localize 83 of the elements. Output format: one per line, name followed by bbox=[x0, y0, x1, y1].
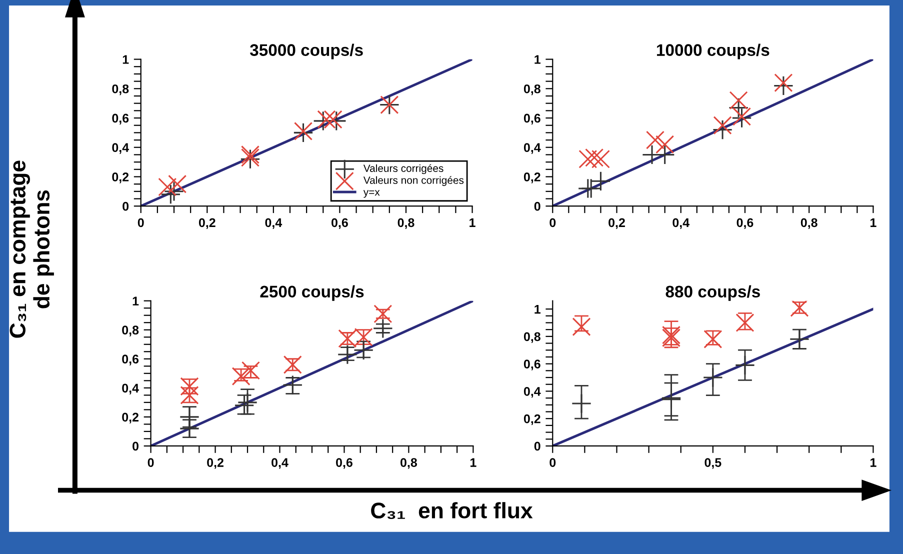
point bbox=[585, 148, 604, 167]
point bbox=[713, 116, 732, 135]
point bbox=[774, 73, 793, 92]
point bbox=[656, 135, 674, 154]
x-tick-label: 1 bbox=[870, 458, 876, 467]
legend-label: y=x bbox=[363, 190, 380, 198]
y-tick-label: 0,8 bbox=[112, 84, 129, 96]
point bbox=[646, 130, 664, 150]
y-tick-label: 0,4 bbox=[524, 143, 541, 154]
y-tick-label: 0,8 bbox=[524, 84, 540, 96]
point bbox=[164, 181, 184, 202]
x-tick-label: 0 bbox=[550, 458, 556, 467]
y-tick-label: 0,6 bbox=[524, 114, 540, 124]
x-tick-label: 0,4 bbox=[265, 218, 282, 229]
x-tick-label: 0,8 bbox=[400, 458, 418, 469]
y-tick-label: 0,2 bbox=[524, 172, 540, 184]
point bbox=[773, 76, 794, 96]
point bbox=[374, 304, 392, 324]
y-tick-label: 0,8 bbox=[122, 326, 139, 336]
x-tick-label: 0,4 bbox=[672, 218, 690, 229]
chart-title: 10000 coups/s bbox=[656, 44, 770, 60]
point bbox=[160, 184, 181, 204]
point bbox=[712, 120, 733, 140]
x-tick-label: 0,8 bbox=[398, 218, 414, 229]
x-tick-label: 0 bbox=[148, 458, 154, 467]
y-tick-label: 0,6 bbox=[524, 360, 540, 370]
x-tick-label: 0,5 bbox=[704, 458, 722, 469]
point bbox=[241, 361, 260, 380]
x-axis-title: C₃₁ en fort flux bbox=[371, 502, 533, 520]
chart-title: 880 coups/s bbox=[666, 285, 760, 301]
y-tick-label: 0 bbox=[132, 442, 138, 451]
chart-title: 35000 coups/s bbox=[250, 44, 363, 60]
point bbox=[591, 150, 610, 168]
point bbox=[317, 110, 336, 129]
point bbox=[237, 392, 258, 413]
x-tick-label: 1 bbox=[870, 218, 876, 227]
legend-label: Valeurs corrigées bbox=[363, 164, 444, 174]
point bbox=[283, 355, 302, 374]
y-tick-label: 0 bbox=[122, 202, 129, 211]
point bbox=[572, 318, 591, 336]
x-tick-label: 0,6 bbox=[736, 218, 754, 229]
y-tick-label: 1 bbox=[122, 55, 129, 64]
x-tick-label: 0,4 bbox=[272, 458, 288, 469]
x-tick-label: 0,8 bbox=[800, 218, 818, 229]
point bbox=[326, 110, 346, 132]
point bbox=[702, 367, 723, 388]
point bbox=[728, 98, 749, 118]
x-tick-label: 0,6 bbox=[332, 218, 348, 229]
x-tick-label: 1 bbox=[470, 458, 476, 467]
y-tick-label: 1 bbox=[534, 304, 540, 314]
chart-title: 2500 coups/s bbox=[260, 285, 364, 301]
legend-label: Valeurs non corrigées bbox=[363, 176, 464, 186]
y-tick-label: 0,8 bbox=[524, 332, 540, 343]
y-tick-label: 0,4 bbox=[524, 387, 541, 398]
point bbox=[704, 330, 722, 348]
x-tick-label: 0,2 bbox=[207, 458, 224, 469]
y-tick-label: 0,2 bbox=[122, 412, 138, 424]
point bbox=[168, 174, 187, 194]
y-tick-label: 0 bbox=[534, 202, 540, 211]
y-tick-label: 0,2 bbox=[112, 172, 129, 184]
x-tick-label: 0 bbox=[550, 218, 556, 228]
y-tick-label: 0 bbox=[534, 442, 540, 451]
y-tick-label: 1 bbox=[534, 55, 540, 64]
y-tick-label: 0,6 bbox=[122, 354, 139, 366]
y-tick-label: 0,2 bbox=[524, 414, 540, 426]
point bbox=[324, 110, 342, 129]
point bbox=[158, 178, 177, 196]
x-tick-label: 0,2 bbox=[608, 218, 625, 229]
x-tick-label: 1 bbox=[470, 218, 476, 227]
y-tick-label: 0,4 bbox=[122, 384, 139, 394]
point bbox=[578, 150, 598, 168]
x-tick-label: 0,6 bbox=[336, 458, 352, 469]
point bbox=[729, 91, 748, 110]
point bbox=[372, 318, 393, 338]
point bbox=[734, 355, 756, 376]
y-tick-label: 1 bbox=[132, 296, 139, 306]
point bbox=[571, 393, 592, 414]
x-tick-label: 0,2 bbox=[198, 218, 216, 229]
y-tick-label: 0,6 bbox=[112, 114, 129, 124]
y-axis-title: C₃₁ en comptage de photons bbox=[10, 160, 54, 338]
y-tick-label: 0,4 bbox=[112, 143, 129, 154]
point bbox=[240, 145, 260, 164]
point bbox=[790, 300, 809, 317]
